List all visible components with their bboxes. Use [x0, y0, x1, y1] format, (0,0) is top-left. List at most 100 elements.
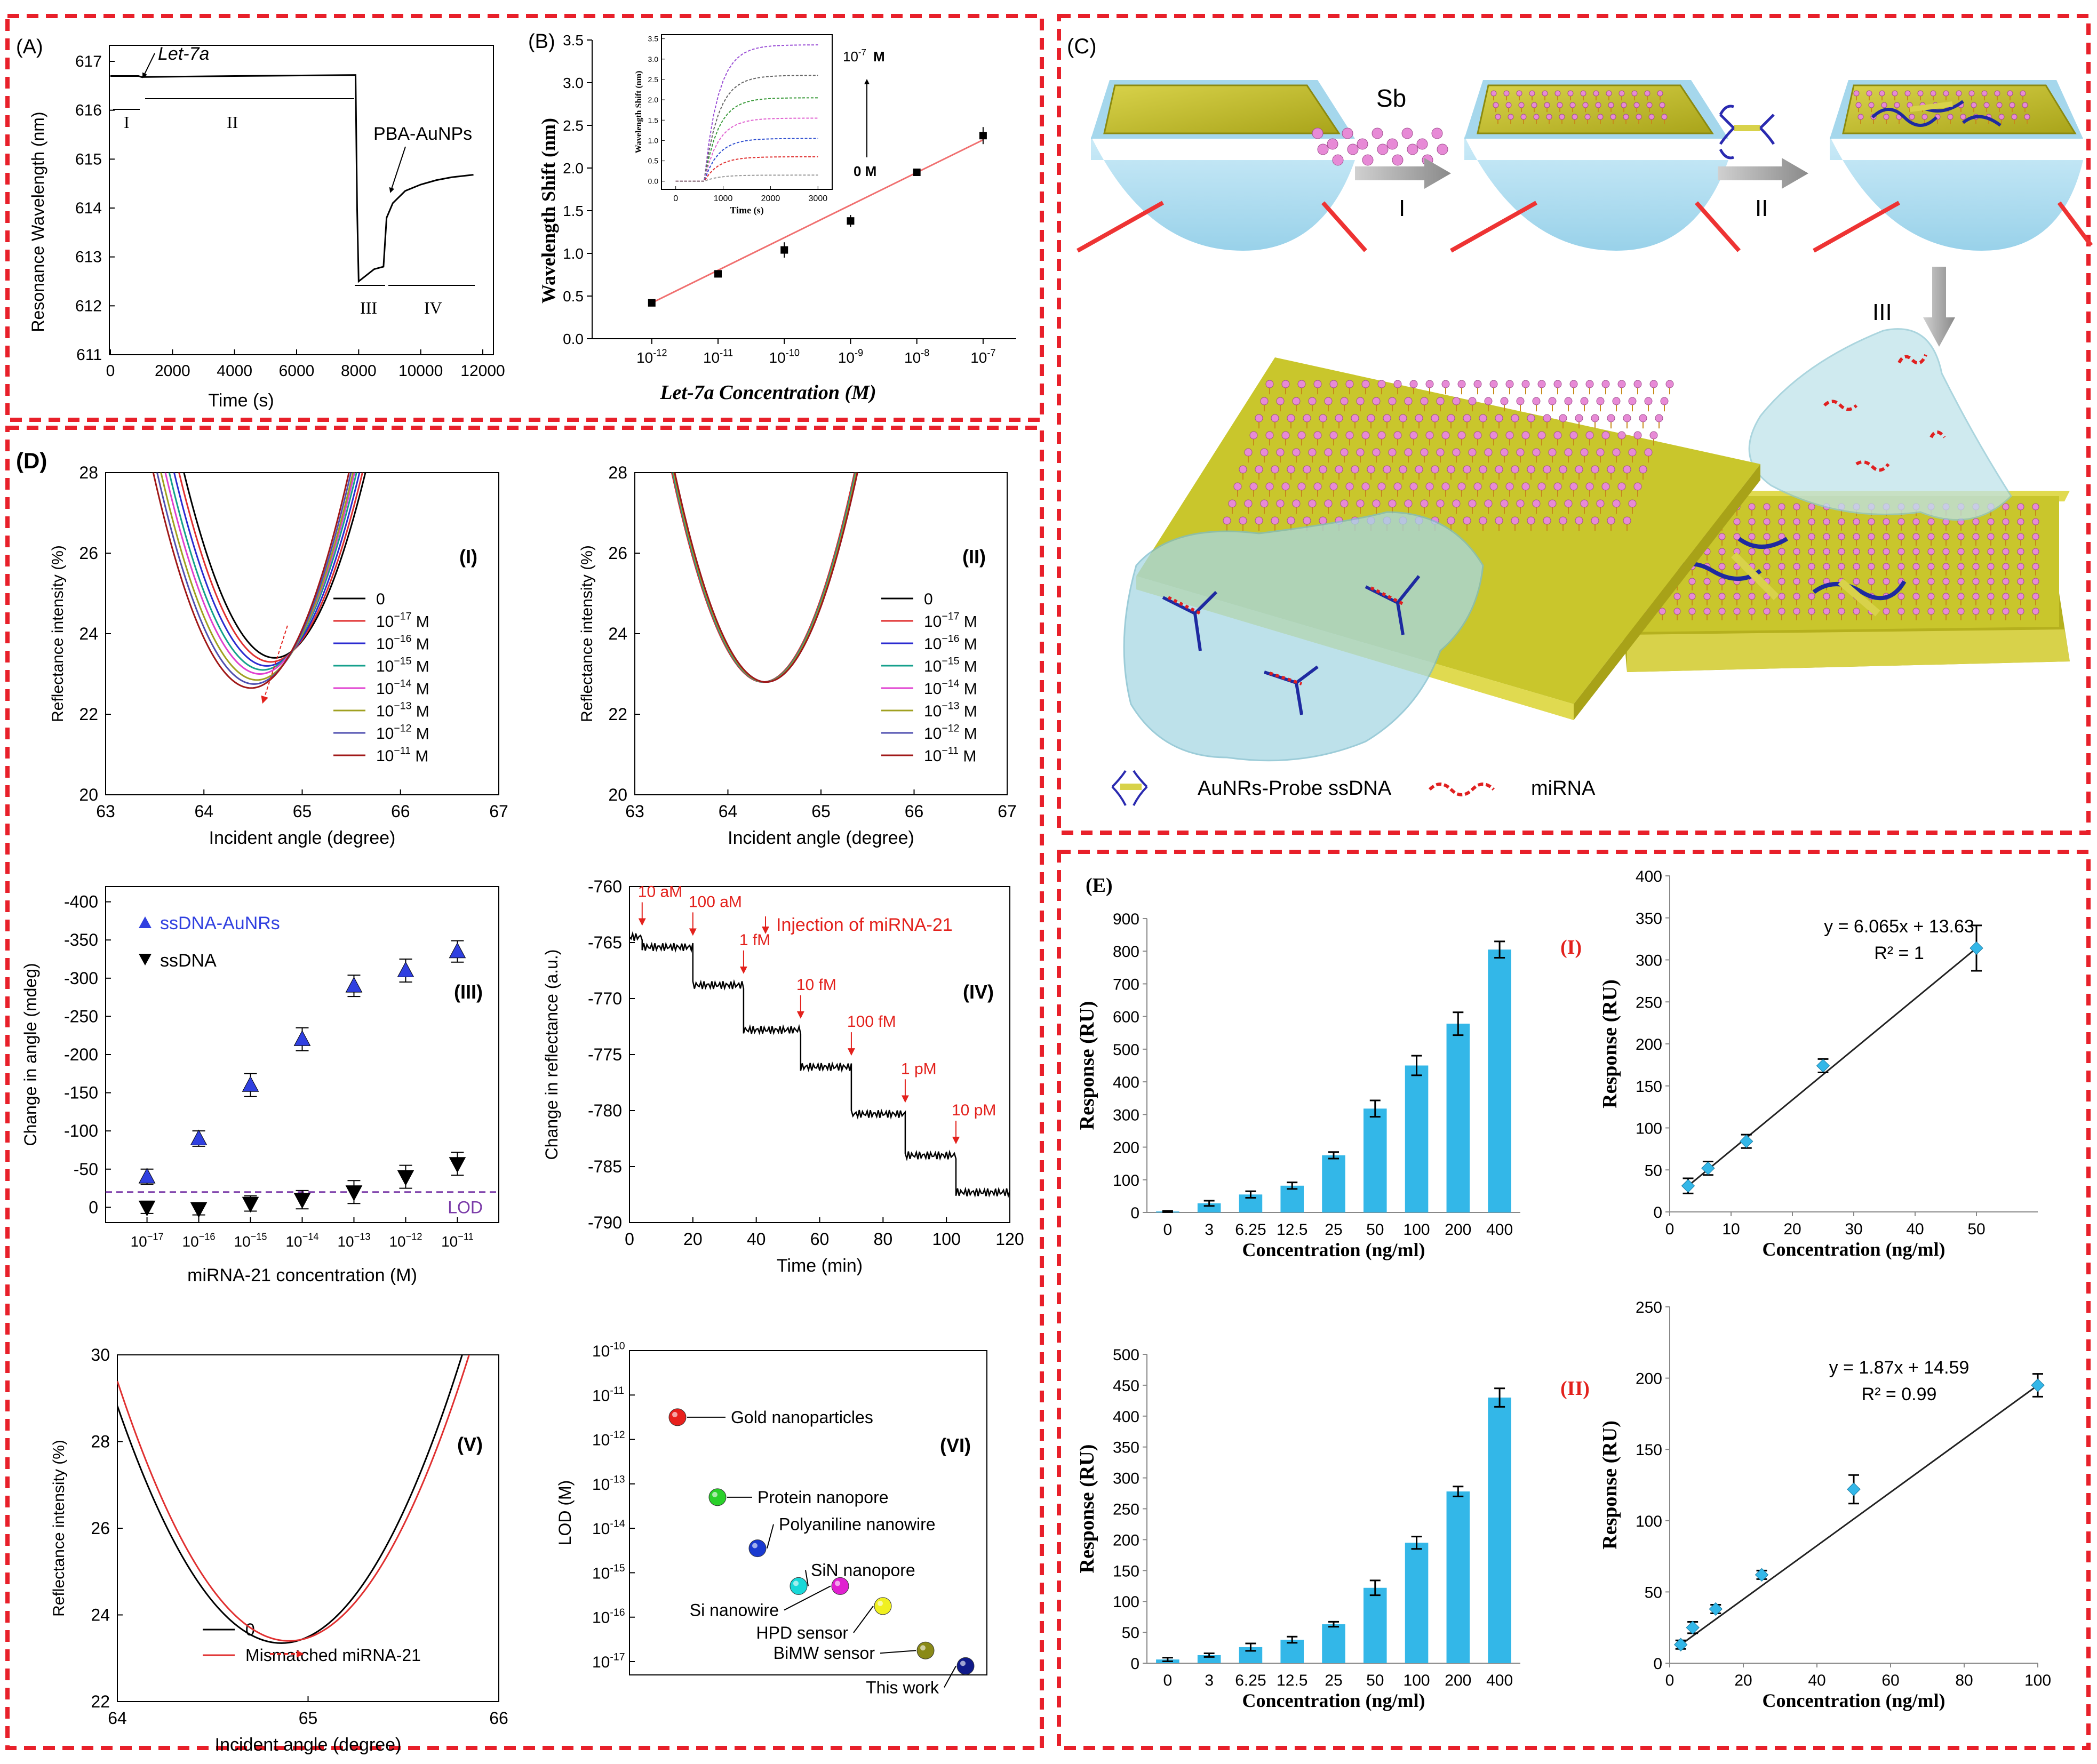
- sb-atom: [1345, 482, 1354, 491]
- x-tick-label: 10−13: [337, 1231, 370, 1250]
- lod-point: [956, 1657, 975, 1675]
- large-chip-final: [1123, 357, 1760, 762]
- y-tick-label: 100: [1636, 1513, 1662, 1530]
- lod-label: SiN nanopore: [811, 1560, 915, 1579]
- sb-atom: [1763, 533, 1771, 540]
- lod-leader: [853, 1606, 874, 1633]
- sb-cluster-atom: [1407, 143, 1418, 155]
- mirna-legend-icon: [1428, 783, 1495, 796]
- sb-atom: [1633, 482, 1642, 491]
- sb-atom: [1546, 114, 1552, 120]
- sb-atom: [1313, 380, 1322, 388]
- sb-atom: [1303, 516, 1311, 525]
- sb-atom: [1409, 380, 1418, 388]
- sb-atom: [1463, 516, 1471, 525]
- y-tick-label: 100: [1113, 1593, 1139, 1611]
- injection-label: 1 pM: [901, 1060, 937, 1077]
- legend-label-aunrs: ssDNA-AuNRs: [160, 913, 280, 933]
- y-tick-label: -785: [588, 1157, 622, 1176]
- y-tick-label: 0: [1130, 1655, 1139, 1673]
- sb-atom: [1468, 499, 1477, 508]
- lod-point: [874, 1597, 892, 1615]
- x-tick-label: 12.5: [1277, 1672, 1307, 1689]
- sb-atom: [1853, 608, 1860, 615]
- sb-atom: [1281, 431, 1290, 440]
- panel-c-legend: AuNRs-Probe ssDNA miRNA: [1111, 770, 1596, 806]
- sb-atom: [1452, 499, 1461, 508]
- sb-atom: [1377, 380, 1386, 388]
- data-point: [1740, 1134, 1753, 1148]
- sb-atom: [1457, 380, 1466, 388]
- sb-atom: [1441, 380, 1450, 388]
- x-tick-label: 65: [811, 802, 831, 821]
- sb-atom: [1983, 102, 1990, 108]
- x-axis-label: Concentration (ng/ml): [1242, 1239, 1425, 1260]
- sb-atom: [1793, 503, 1800, 510]
- sb-atom: [1233, 482, 1242, 491]
- sb-atom: [1580, 397, 1589, 405]
- sb-atom: [1559, 114, 1565, 120]
- panel-c-label: (C): [1067, 35, 1097, 58]
- sb-atom: [1897, 593, 1905, 600]
- injection-label: 10 fM: [796, 976, 836, 994]
- sb-atom: [1921, 114, 1928, 120]
- data-point: [397, 1170, 414, 1186]
- x-tick-label: 3: [1205, 1672, 1214, 1689]
- sb-atom: [1644, 90, 1651, 97]
- y-tick-label: 250: [1636, 1299, 1662, 1316]
- x-tick-label: 6.25: [1235, 1221, 1266, 1239]
- sb-atom: [1388, 448, 1397, 457]
- x-tick-label: 400: [1486, 1221, 1513, 1239]
- subpanel-label: (V): [457, 1433, 483, 1455]
- sb-atom: [1894, 102, 1900, 108]
- sb-atom: [1287, 516, 1295, 525]
- sb-atom: [1957, 563, 1965, 570]
- bar: [1322, 1624, 1345, 1663]
- sb-atom: [1912, 608, 1920, 615]
- reflectance-trace: [629, 931, 1011, 1199]
- sb-atom: [1883, 548, 1890, 555]
- inset-y-tick-label: 3.5: [648, 35, 659, 43]
- sb-atom: [1957, 578, 1965, 585]
- panel-b-label: (B): [528, 30, 555, 53]
- data-point: [979, 132, 987, 140]
- legend-label: 10−13 M: [924, 700, 977, 721]
- sb-atom: [1987, 533, 1995, 540]
- inset-top-unit: M: [873, 49, 885, 65]
- injection-label: 100 aM: [689, 893, 742, 911]
- sb-atom: [1567, 90, 1574, 97]
- spr-curve: [183, 473, 366, 659]
- sb-atom: [1868, 533, 1875, 540]
- sb-atom: [2032, 593, 2039, 600]
- lod-point-highlight: [793, 1581, 799, 1586]
- sensor-chip-probe: [1813, 80, 2093, 253]
- legend-label: 10−17 M: [376, 611, 429, 631]
- x-tick-label: 100: [1404, 1221, 1430, 1239]
- sb-atom: [1495, 414, 1503, 422]
- spr-curve: [671, 473, 856, 683]
- x-tick-label: 10-9: [838, 347, 863, 366]
- sb-atom: [1659, 102, 1665, 108]
- sb-atom: [1591, 465, 1599, 474]
- y-tick-label: 10-10: [592, 1340, 625, 1361]
- sb-atom: [2002, 563, 2010, 570]
- legend-label: 10−16 M: [376, 633, 429, 653]
- sb-atom: [1537, 431, 1546, 440]
- sb-atom: [2032, 563, 2039, 570]
- sb-atom: [1260, 499, 1269, 508]
- sb-atom: [1718, 548, 1726, 555]
- x-tick-label: 63: [96, 802, 115, 821]
- injection-label: 10 aM: [638, 883, 682, 901]
- inset-curve: [675, 44, 818, 182]
- sb-atom: [1927, 548, 1935, 555]
- x-tick-label: 66: [489, 1709, 508, 1728]
- sensor-chip-sb-coated: [1450, 80, 1741, 253]
- sb-atom: [1972, 578, 1980, 585]
- bar: [1280, 1185, 1304, 1212]
- sb-cluster-atom: [1357, 138, 1368, 150]
- data-point: [2031, 1378, 2045, 1392]
- inset-top-label: 10-7: [843, 47, 866, 65]
- data-point: [138, 1200, 156, 1217]
- sb-atom: [1516, 90, 1522, 97]
- x-tick-label: 100: [2024, 1672, 2051, 1689]
